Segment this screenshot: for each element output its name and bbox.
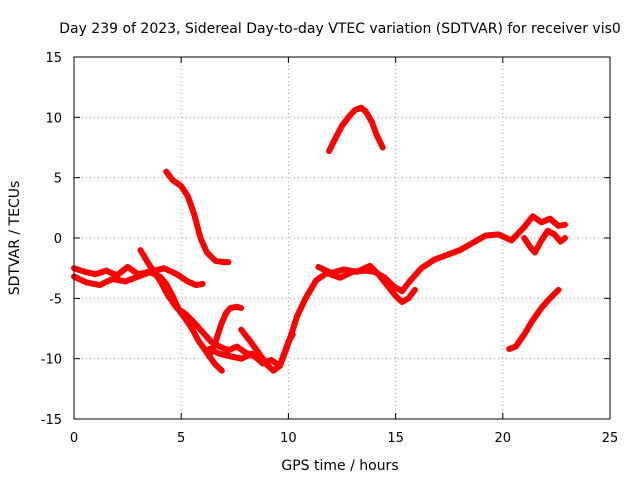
y-tick-label: -5 [49,292,62,307]
x-axis-label: GPS time / hours [281,458,398,474]
series-line-trace-11 [506,286,562,352]
y-axis-label: SDTVAR / TECUs [7,181,23,296]
series-line-trace-3 [137,247,266,366]
series-line-trace-4 [163,168,232,266]
y-tick-label: 5 [54,172,62,187]
series-line-trace-8 [326,104,386,155]
y-tick-label: 15 [45,51,62,66]
y-tick-label: 10 [45,111,62,126]
x-tick-label: 15 [387,431,404,446]
data-series [71,104,568,374]
x-tick-label: 10 [280,431,297,446]
x-tick-label: 5 [177,431,185,446]
y-tick-label: -15 [41,413,62,428]
series-line-trace-9 [315,262,418,305]
series-line-trace-5 [206,303,245,360]
chart-title: Day 239 of 2023, Sidereal Day-to-day VTE… [59,21,621,37]
gridlines [74,57,610,419]
x-tick-label: 0 [70,431,78,446]
series-line-trace-10 [521,227,568,256]
x-tick-label: 25 [602,431,619,446]
series-line-trace-2 [71,265,206,289]
x-tick-label: 20 [495,431,512,446]
series-line-trace-7 [206,213,568,369]
y-tick-label: 0 [54,232,62,247]
y-tick-label: -10 [41,353,62,368]
axis-ticks: 0 5 10 15 20 25 -15 -10 -5 0 5 10 15 [41,51,619,446]
